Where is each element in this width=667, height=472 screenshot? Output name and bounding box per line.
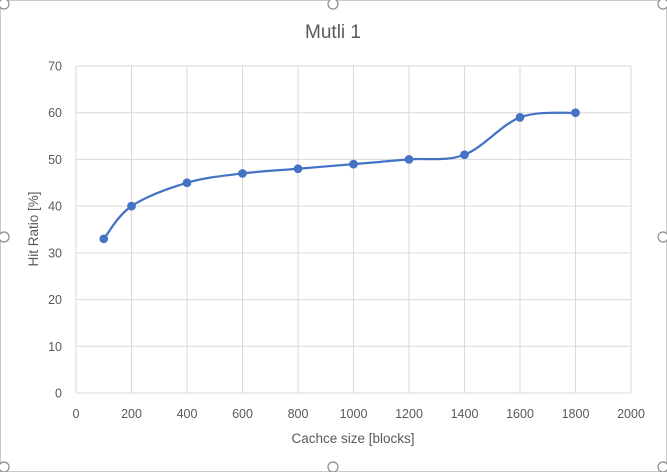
data-point (515, 113, 525, 122)
series-line (102, 111, 577, 240)
data-point (349, 159, 358, 169)
x-tick-label: 1000 (340, 407, 368, 421)
data-point (293, 164, 303, 174)
x-tick-label: 600 (232, 407, 253, 421)
x-axis-tick-labels: 0 200 400 600 800 1000 1200 1400 1600 1800 2000 (73, 407, 645, 421)
data-point (460, 150, 469, 160)
x-tick-label: 1600 (506, 407, 534, 421)
gridlines (75, 65, 632, 394)
y-axis-tick-labels: 0 10 20 30 40 50 60 70 (48, 60, 62, 401)
resize-handle[interactable] (327, 461, 339, 472)
y-tick-label: 40 (48, 200, 62, 214)
y-tick-label: 20 (48, 293, 62, 307)
x-tick-label: 1200 (395, 407, 423, 421)
data-point (182, 178, 192, 188)
series-group (99, 108, 580, 244)
data-point (571, 108, 580, 118)
y-tick-label: 60 (48, 106, 62, 120)
y-tick-label: 0 (55, 387, 62, 401)
x-tick-label: 800 (288, 407, 309, 421)
y-tick-label: 70 (48, 60, 62, 74)
x-tick-label: 1800 (562, 407, 590, 421)
resize-handle[interactable] (0, 231, 10, 243)
data-point (238, 169, 247, 178)
x-tick-label: 0 (73, 407, 80, 421)
resize-handle[interactable] (657, 231, 667, 243)
resize-handle[interactable] (0, 0, 10, 10)
x-tick-label: 2000 (617, 407, 645, 421)
y-axis-title: Hit Ratio [%] (26, 191, 41, 266)
data-point (99, 234, 109, 244)
chart-title: Mutli 1 (305, 22, 361, 43)
x-tick-label: 1400 (451, 407, 479, 421)
y-tick-label: 10 (48, 340, 62, 354)
x-tick-label: 400 (177, 407, 198, 421)
resize-handle[interactable] (657, 461, 667, 472)
y-tick-label: 30 (48, 246, 62, 260)
x-axis-title: Cachce size [blocks] (291, 431, 414, 446)
resize-handle[interactable] (327, 0, 339, 10)
resize-handle[interactable] (657, 0, 667, 10)
data-point (404, 155, 414, 164)
x-tick-label: 200 (121, 407, 142, 421)
data-point (127, 201, 136, 211)
resize-handle[interactable] (0, 461, 10, 472)
y-tick-label: 50 (48, 153, 62, 167)
